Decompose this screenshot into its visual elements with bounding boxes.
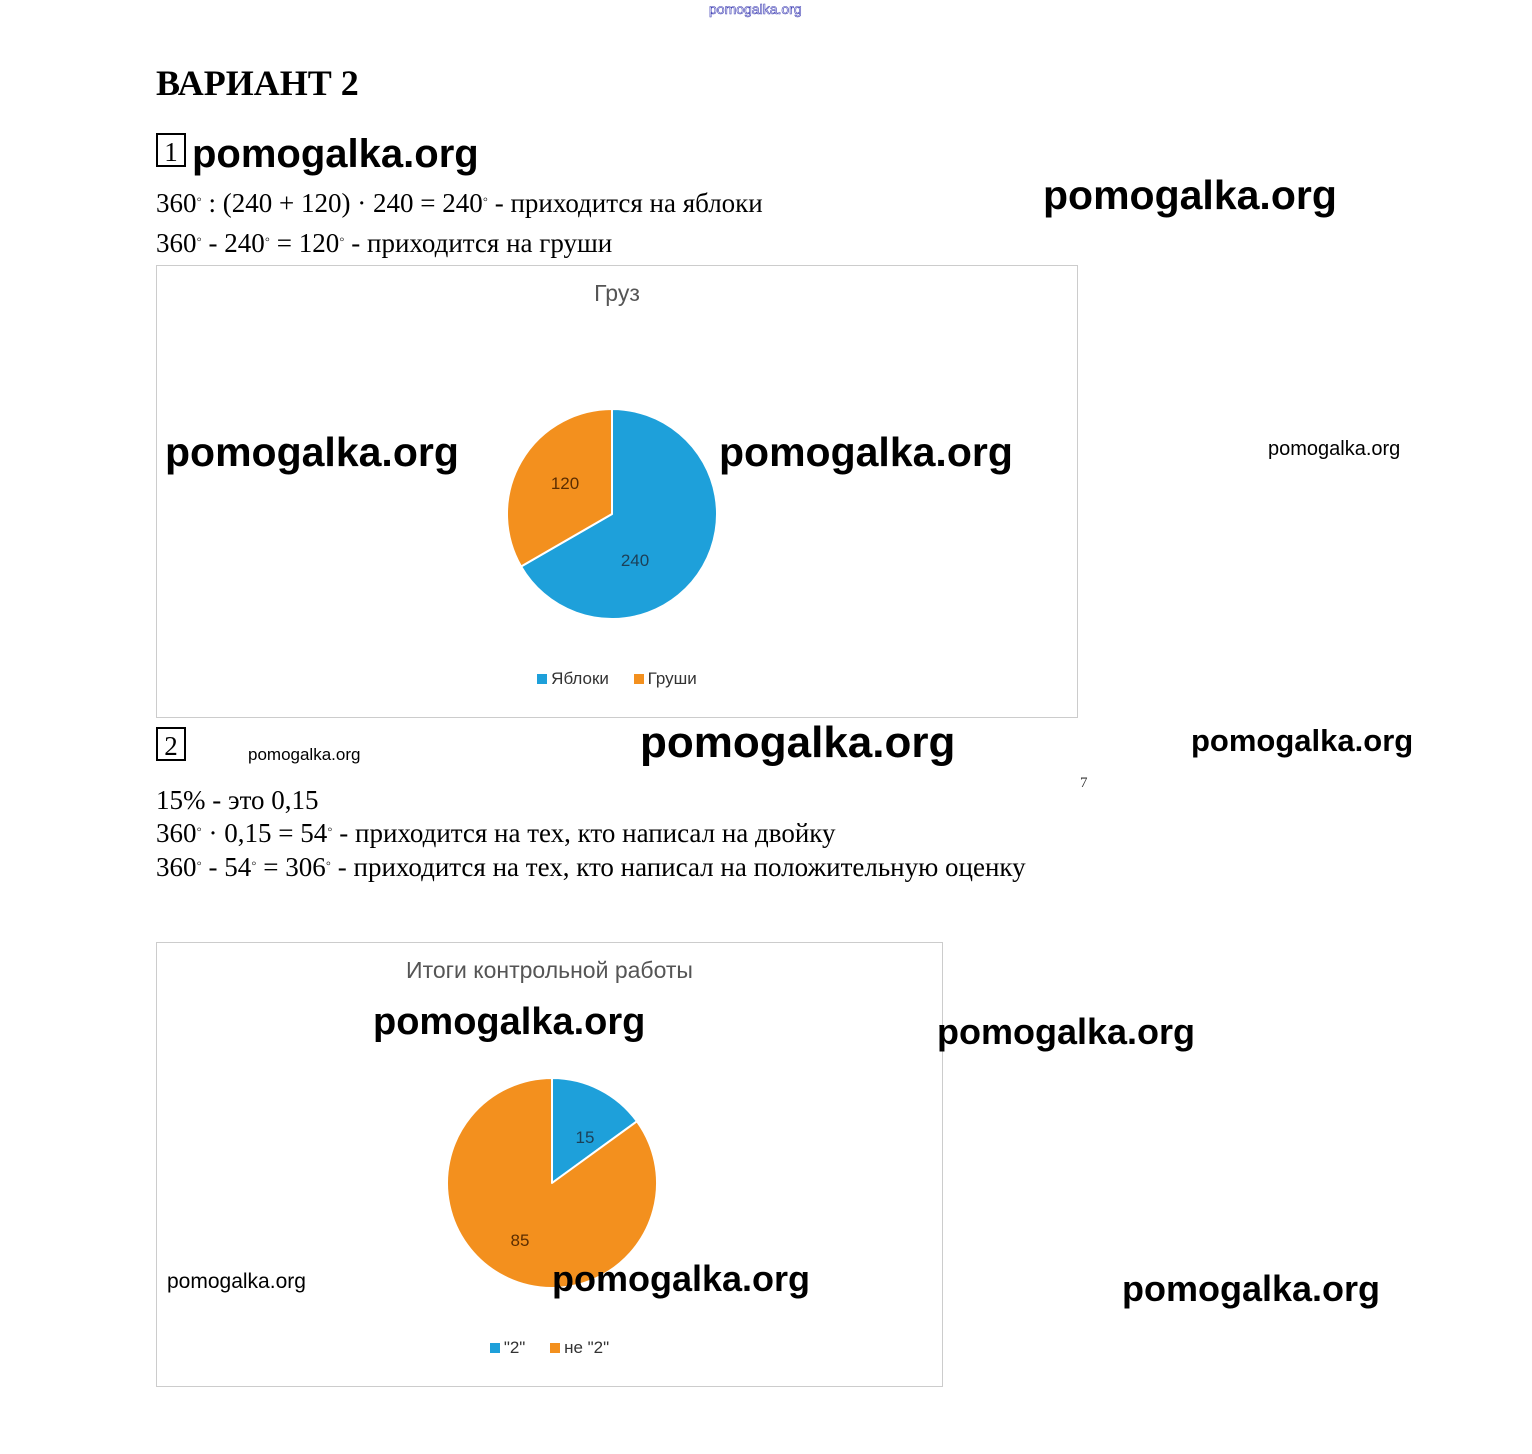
svg-text:240: 240 (621, 551, 649, 570)
svg-text:120: 120 (551, 474, 579, 493)
svg-text:15: 15 (576, 1128, 595, 1147)
svg-text:85: 85 (511, 1231, 530, 1250)
